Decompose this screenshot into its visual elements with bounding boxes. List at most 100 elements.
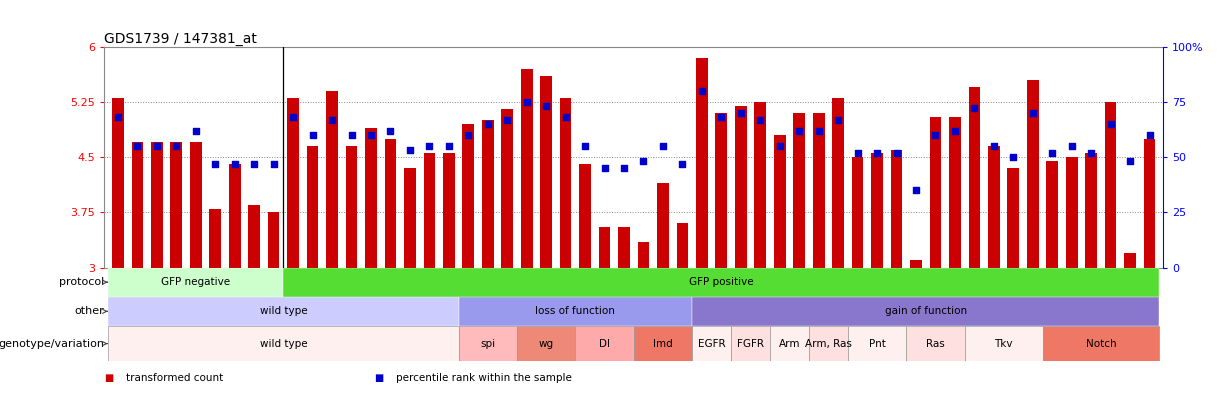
Bar — [735, 106, 747, 268]
Bar — [1043, 326, 1160, 361]
Text: Notch: Notch — [1086, 339, 1117, 349]
Point — [809, 127, 828, 134]
Bar — [1124, 253, 1136, 268]
Point — [672, 160, 692, 167]
Text: wild type: wild type — [260, 339, 307, 349]
Bar — [812, 113, 825, 268]
Bar — [852, 157, 864, 268]
Bar — [1027, 80, 1038, 268]
Bar — [171, 142, 182, 268]
Bar — [771, 326, 809, 361]
Point — [225, 160, 244, 167]
Point — [984, 143, 1004, 149]
Text: other: other — [74, 306, 104, 316]
Bar — [910, 260, 921, 268]
Bar — [190, 142, 201, 268]
Bar — [755, 102, 766, 268]
Point — [400, 147, 420, 153]
Point — [1023, 110, 1043, 116]
Point — [323, 116, 342, 123]
Bar — [618, 227, 629, 268]
Bar — [404, 168, 416, 268]
Bar — [1047, 161, 1058, 268]
Bar — [463, 124, 474, 268]
Bar — [658, 183, 669, 268]
Bar — [638, 242, 649, 268]
Point — [595, 165, 615, 171]
Bar — [248, 205, 260, 268]
Point — [128, 143, 147, 149]
Bar — [692, 297, 1160, 326]
Bar — [579, 164, 591, 268]
Text: genotype/variation: genotype/variation — [0, 339, 104, 349]
Point — [1004, 154, 1023, 160]
Point — [556, 114, 575, 121]
Bar — [423, 153, 436, 268]
Point — [244, 160, 264, 167]
Bar — [988, 146, 1000, 268]
Bar — [848, 326, 907, 361]
Point — [420, 143, 439, 149]
Bar — [774, 135, 785, 268]
Bar — [517, 326, 575, 361]
Bar — [599, 227, 610, 268]
Point — [361, 132, 380, 138]
Bar — [1144, 139, 1156, 268]
Point — [536, 103, 556, 109]
Point — [907, 187, 926, 194]
Bar — [384, 139, 396, 268]
Point — [964, 105, 984, 112]
Bar — [326, 91, 337, 268]
Text: GFP negative: GFP negative — [161, 277, 231, 287]
Point — [283, 114, 303, 121]
Point — [575, 143, 595, 149]
Text: GDS1739 / 147381_at: GDS1739 / 147381_at — [104, 32, 258, 45]
Text: ■: ■ — [104, 373, 114, 383]
Point — [341, 132, 361, 138]
Bar — [696, 58, 708, 268]
Bar — [366, 128, 377, 268]
Point — [712, 114, 731, 121]
Bar — [443, 153, 455, 268]
Bar — [968, 87, 980, 268]
Text: Arm, Ras: Arm, Ras — [805, 339, 852, 349]
Bar — [520, 69, 533, 268]
Text: loss of function: loss of function — [535, 306, 615, 316]
Point — [1081, 149, 1101, 156]
Bar — [346, 146, 357, 268]
Bar — [459, 326, 517, 361]
Text: gain of function: gain of function — [885, 306, 967, 316]
Bar — [809, 326, 848, 361]
Bar — [948, 117, 961, 268]
Text: Dl: Dl — [599, 339, 610, 349]
Point — [187, 127, 206, 134]
Point — [439, 143, 459, 149]
Point — [828, 116, 848, 123]
Point — [769, 143, 789, 149]
Bar — [210, 209, 221, 268]
Bar — [676, 224, 688, 268]
Bar — [560, 98, 572, 268]
Bar — [1086, 153, 1097, 268]
Bar — [267, 212, 280, 268]
Bar — [307, 146, 319, 268]
Point — [848, 149, 867, 156]
Bar — [1007, 168, 1020, 268]
Bar — [540, 76, 552, 268]
Bar — [1104, 102, 1117, 268]
Text: EGFR: EGFR — [698, 339, 725, 349]
Bar — [287, 98, 299, 268]
Text: Arm: Arm — [779, 339, 800, 349]
Bar — [482, 120, 493, 268]
Bar — [108, 268, 283, 297]
Bar — [633, 326, 692, 361]
Point — [479, 121, 498, 127]
Point — [1043, 149, 1063, 156]
Bar — [891, 150, 902, 268]
Text: wild type: wild type — [260, 306, 307, 316]
Text: ■: ■ — [374, 373, 384, 383]
Point — [692, 87, 712, 94]
Point — [789, 127, 809, 134]
Point — [380, 127, 400, 134]
Point — [633, 158, 653, 165]
